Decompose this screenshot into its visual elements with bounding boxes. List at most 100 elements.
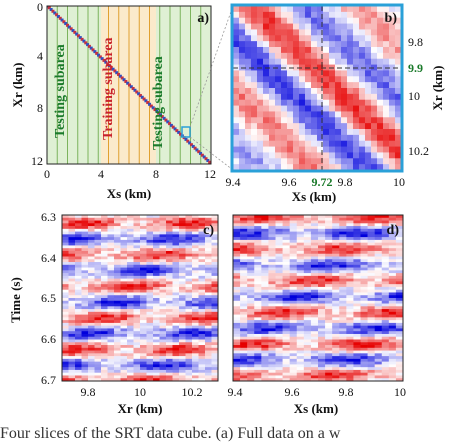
heatmap-cell xyxy=(269,158,276,165)
heatmap-cell xyxy=(185,309,193,313)
heatmap-cell xyxy=(289,273,298,277)
heatmap-cell xyxy=(205,353,212,357)
heatmap-cell xyxy=(365,152,372,159)
heatmap-cell xyxy=(395,292,403,296)
heatmap-cell xyxy=(282,248,290,252)
heatmap-cell xyxy=(281,164,288,170)
heatmap-cell xyxy=(310,367,319,371)
heatmap-cell xyxy=(395,270,403,274)
heatmap-cell xyxy=(268,306,276,310)
heatmap-cell xyxy=(261,353,269,357)
heatmap-cell xyxy=(318,347,326,351)
heatmap-cell xyxy=(159,309,167,313)
heatmap-cell xyxy=(332,275,340,279)
heatmap-cell xyxy=(159,364,167,368)
heatmap-cell xyxy=(245,23,252,30)
heatmap-cell xyxy=(365,164,372,170)
heatmap-cell xyxy=(360,328,368,332)
heatmap-cell xyxy=(166,331,173,335)
heatmap-cell xyxy=(146,336,154,340)
heatmap-cell xyxy=(81,350,89,354)
heatmap-cell xyxy=(88,367,95,371)
heatmap-cell xyxy=(107,253,115,257)
diagonal-band-cell xyxy=(202,155,206,159)
heatmap-cell xyxy=(263,47,270,54)
heatmap-cell xyxy=(339,228,347,232)
heatmap-cell xyxy=(311,99,318,106)
heatmap-cell xyxy=(88,320,95,324)
heatmap-cell xyxy=(75,322,82,326)
heatmap-cell xyxy=(81,278,89,282)
heatmap-cell xyxy=(367,347,375,351)
heatmap-cell xyxy=(146,311,154,315)
heatmap-cell xyxy=(346,342,354,346)
diagonal-band-cell xyxy=(208,160,211,164)
heatmap-cell xyxy=(341,129,348,136)
heatmap-cell xyxy=(353,234,361,238)
heatmap-cell xyxy=(310,223,319,227)
heatmap-cell xyxy=(62,364,69,368)
heatmap-cell xyxy=(282,322,290,326)
heatmap-cell xyxy=(389,146,396,153)
heatmap-cell xyxy=(318,286,326,290)
heatmap-cell xyxy=(299,152,306,159)
heatmap-cell xyxy=(247,306,255,310)
heatmap-cell xyxy=(172,273,180,277)
heatmap-cell xyxy=(133,270,141,274)
heatmap-cell xyxy=(388,286,397,290)
heatmap-cell xyxy=(198,372,206,376)
heatmap-cell xyxy=(254,342,262,346)
heatmap-cell xyxy=(114,275,121,279)
heatmap-cell xyxy=(263,93,270,101)
heatmap-cell xyxy=(281,111,288,118)
diagonal-data-band xyxy=(47,6,211,164)
heatmap-cell xyxy=(88,264,95,268)
heatmap-cell xyxy=(166,284,173,288)
diagonal-band-cell xyxy=(191,144,195,148)
heatmap-cell xyxy=(81,309,89,313)
heatmap-cell xyxy=(353,23,360,30)
heatmap-cell xyxy=(339,292,347,296)
heatmap-cell xyxy=(133,320,141,324)
heatmap-cell xyxy=(268,278,276,282)
heatmap-cell xyxy=(261,259,269,263)
heatmap-cell xyxy=(282,364,290,368)
heatmap-cell xyxy=(240,339,248,343)
heatmap-cell xyxy=(94,367,102,371)
heatmap-cell xyxy=(146,306,154,310)
heatmap-cell xyxy=(374,273,383,277)
heatmap-cell xyxy=(311,52,318,60)
heatmap-cell xyxy=(179,345,186,349)
heatmap-cell xyxy=(114,336,121,340)
heatmap-cell xyxy=(233,317,241,321)
heatmap-cell xyxy=(159,358,167,362)
heatmap-cell xyxy=(127,306,134,310)
heatmap-cell xyxy=(263,140,270,147)
heatmap-cell xyxy=(395,284,403,288)
heatmap-cell xyxy=(310,248,319,252)
heatmap-cell xyxy=(311,146,318,153)
heatmap-cell xyxy=(275,298,283,302)
heatmap-cell xyxy=(299,158,306,165)
heatmap-cell xyxy=(325,250,333,255)
heatmap-cell xyxy=(377,146,384,153)
heatmap-cell xyxy=(185,331,193,335)
heatmap-cell xyxy=(289,226,298,230)
heatmap-cell xyxy=(317,58,324,65)
heatmap-cell xyxy=(68,264,76,268)
heatmap-cell xyxy=(233,242,241,246)
heatmap-cell xyxy=(275,134,282,142)
heatmap-cell xyxy=(281,6,288,13)
heatmap-cell xyxy=(247,322,255,326)
heatmap-cell xyxy=(346,331,354,335)
heatmap-cell xyxy=(395,306,403,310)
heatmap-cell xyxy=(107,322,115,326)
heatmap-cell xyxy=(371,123,378,130)
heatmap-cell xyxy=(318,361,326,365)
heatmap-cell xyxy=(268,215,276,219)
heatmap-cell xyxy=(310,350,319,354)
heatmap-cell xyxy=(192,215,199,219)
heatmap-cell xyxy=(120,358,128,362)
heatmap-cell xyxy=(381,309,390,313)
heatmap-cell xyxy=(268,259,276,263)
